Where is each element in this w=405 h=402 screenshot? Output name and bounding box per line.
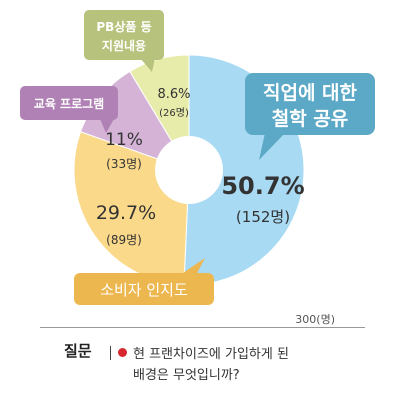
slice-value-label-3: 8.6% bbox=[157, 87, 190, 102]
callout-tail-3 bbox=[140, 58, 155, 72]
category-label-1: 소비자 인지도 bbox=[100, 281, 188, 299]
slice-value-label-0: 50.7% bbox=[221, 172, 304, 200]
callout-1: 소비자 인지도 bbox=[74, 258, 214, 305]
question-text-line2: 배경은 무엇입니까? bbox=[133, 368, 240, 383]
donut-hole bbox=[155, 136, 223, 204]
slice-value-label-1: 29.7% bbox=[96, 202, 156, 224]
category-label-3-line1: PB상품 등 bbox=[96, 19, 151, 34]
divider bbox=[40, 327, 365, 328]
category-label-0-line1: 직업에 대한 bbox=[263, 82, 358, 104]
callout-box-2 bbox=[20, 86, 118, 120]
slice-value-label-2: 11% bbox=[105, 130, 143, 150]
donut-chart: 50.7% (152명) 29.7% (89명) 11% (33명) 8.6% … bbox=[20, 10, 375, 305]
question-text-line1: 현 프랜차이즈에 가입하게 된 bbox=[133, 347, 289, 362]
callout-tail-0 bbox=[259, 133, 285, 160]
bullet-icon bbox=[118, 348, 127, 357]
question-label: 질문 bbox=[64, 342, 92, 360]
callout-0: 직업에 대한 철학 공유 bbox=[245, 73, 375, 160]
slice-count-label-0: (152명) bbox=[236, 208, 290, 226]
callout-2: 교육 프로그램 bbox=[20, 86, 118, 133]
category-label-0-line2: 철학 공유 bbox=[272, 108, 349, 130]
question-separator bbox=[110, 346, 111, 360]
callout-box-0 bbox=[245, 73, 375, 135]
callout-tail-1 bbox=[180, 258, 205, 275]
callout-3: PB상품 등 지원내용 bbox=[84, 10, 164, 72]
slice-count-label-1: (89명) bbox=[106, 233, 142, 247]
slice-count-label-3: (26명) bbox=[159, 107, 189, 119]
callout-box-3 bbox=[84, 10, 164, 60]
category-label-2: 교육 프로그램 bbox=[34, 96, 104, 111]
category-label-3-line2: 지원내용 bbox=[102, 38, 146, 53]
total-label: 300(명) bbox=[295, 313, 335, 326]
slice-count-label-2: (33명) bbox=[106, 157, 142, 171]
callout-box-1 bbox=[74, 273, 214, 305]
callout-tail-2 bbox=[100, 119, 114, 133]
